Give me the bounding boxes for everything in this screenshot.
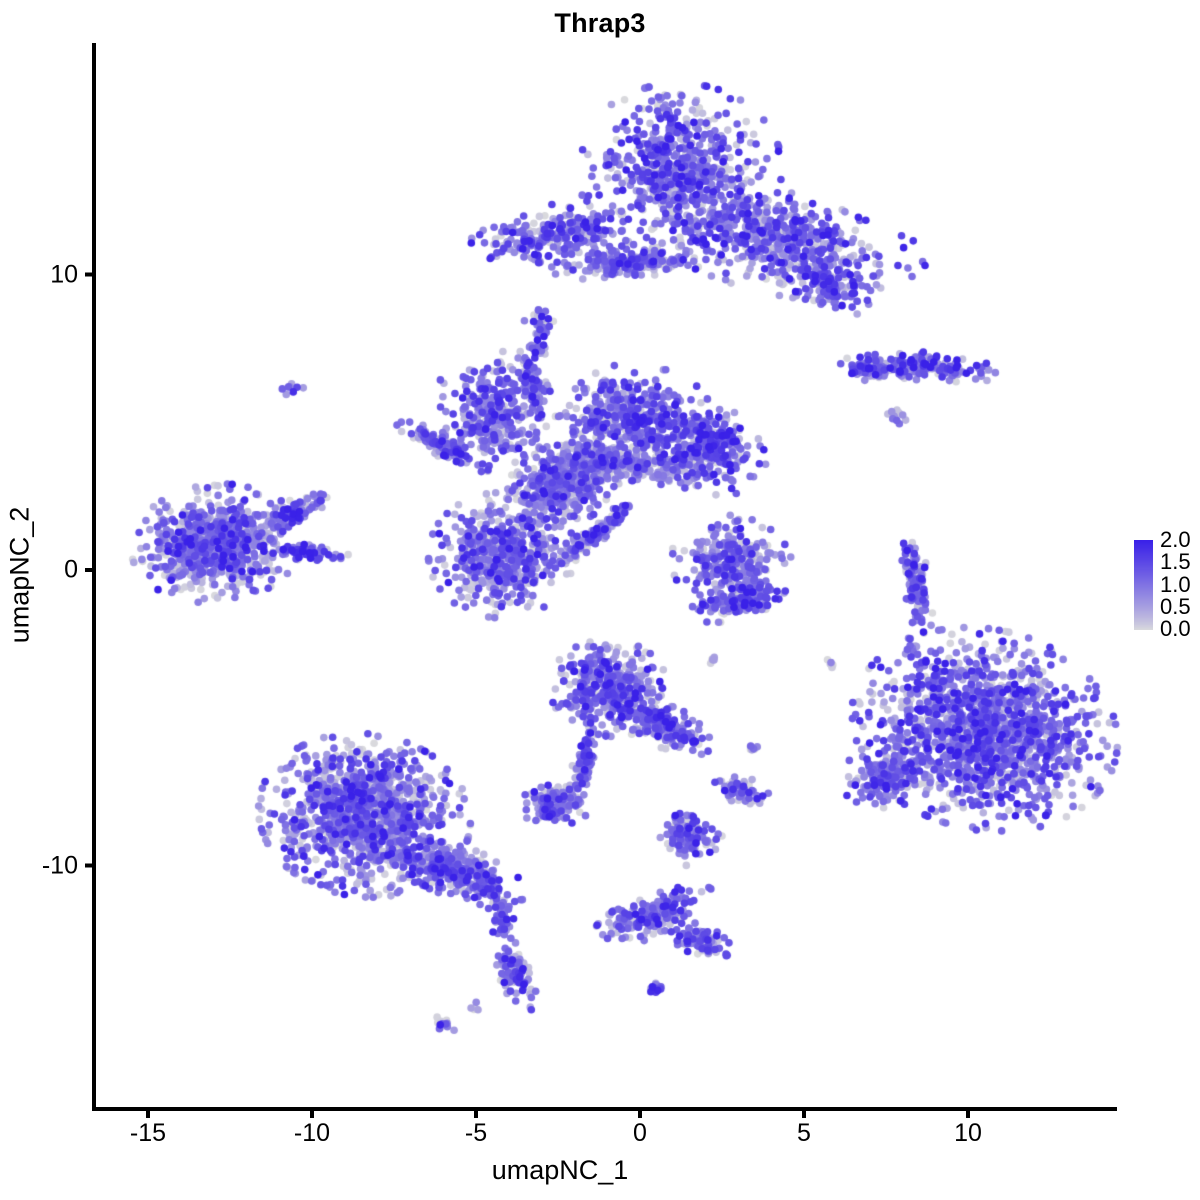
y-axis-title: umapNC_2 [4, 506, 35, 644]
y-tick-label: 0 [64, 555, 78, 584]
x-axis-title: umapNC_1 [491, 1155, 629, 1185]
x-tick-label: -5 [464, 1119, 488, 1147]
legend-label: 0.0 [1160, 616, 1191, 641]
y-tick-label: -10 [41, 851, 78, 879]
legend-label: 2.0 [1160, 527, 1191, 552]
legend-colorbar [1134, 540, 1153, 630]
x-tick-label: 5 [797, 1119, 811, 1147]
y-tick-label: 10 [50, 260, 78, 288]
color-legend: 2.0 1.5 1.0 0.5 0.0 [1130, 529, 1200, 640]
legend-label: 1.0 [1160, 571, 1191, 597]
x-tick-label: -10 [293, 1119, 331, 1147]
x-tick-label: 10 [954, 1119, 982, 1147]
legend-label: 0.5 [1160, 593, 1191, 619]
legend-label: 1.5 [1160, 549, 1191, 575]
x-tick-label: -15 [129, 1119, 167, 1147]
x-tick-label: 0 [633, 1119, 647, 1147]
legend-tick-marks [1153, 540, 1158, 630]
